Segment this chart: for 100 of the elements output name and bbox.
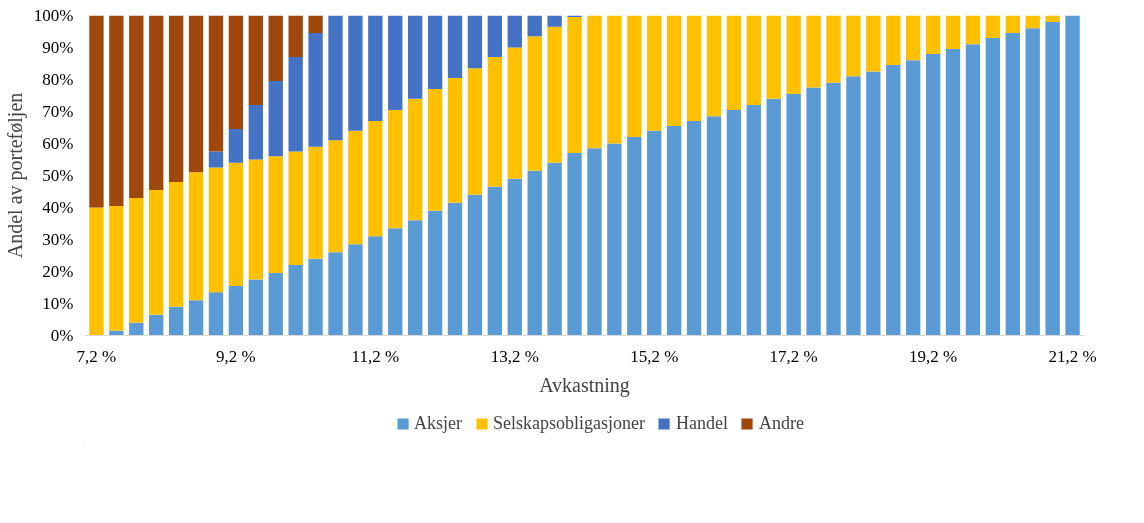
bar [467,194,483,336]
bar [726,15,742,110]
bar [248,159,263,280]
bar [248,15,263,106]
bar [89,207,104,336]
bar [925,15,941,54]
y-tick-label: 20% [42,262,74,281]
bar [866,71,881,336]
bar [447,202,463,336]
bar [447,15,463,78]
bar [1065,15,1080,336]
bar [1045,15,1060,22]
bar [268,156,283,274]
bar [647,15,662,131]
bar [726,109,742,336]
x-tick-label: 17,2 % [769,346,818,366]
bar [408,15,423,99]
x-tick-label: 21,2 % [1048,346,1097,366]
bar [129,322,144,336]
bar [208,292,224,336]
bar [766,15,781,99]
bar [348,15,363,131]
bar [666,125,682,336]
bar [208,167,224,293]
bar [89,15,104,208]
x-tick-label: 15,2 % [630,346,679,366]
bar [886,15,901,66]
bar [1045,21,1060,336]
bar [527,36,542,171]
bar [188,172,204,301]
bar [587,148,602,336]
bar [308,258,323,336]
bar [288,57,303,152]
bar [706,15,722,117]
bar [507,15,522,48]
y-tick-label: 10% [42,294,74,313]
bar [427,89,443,211]
bar [846,76,861,336]
bar [288,15,303,58]
bar [686,15,702,122]
bar [965,15,981,45]
bar [906,15,921,61]
bar [686,121,702,336]
y-axis-title: Andel av porteføljen [3,92,27,259]
bar [149,15,164,190]
bar [228,162,244,286]
bar [149,314,164,336]
bar [328,140,343,253]
bar [308,146,323,259]
bar [786,93,801,336]
y-tick-label: 90% [42,38,74,57]
bar [168,15,184,182]
bar [567,153,582,336]
bar [368,15,383,122]
bar [487,15,503,58]
x-axis-title: Avkastning [539,373,630,397]
bar [507,47,522,179]
bar [766,98,781,336]
bar [985,37,1001,336]
y-tick-label: 80% [42,70,74,89]
bar [268,15,283,82]
bar [408,220,423,336]
bar [368,121,383,237]
x-tick-label: 19,2 % [909,346,958,366]
y-tick-label: 40% [42,198,74,217]
x-tick-label: 7,2 % [76,346,117,366]
bar [467,68,483,195]
bar [168,181,184,307]
bar [607,143,622,336]
bar [188,300,204,336]
bar [547,26,562,163]
y-tick-label: 70% [42,102,74,121]
bar [308,15,323,34]
bar [806,87,821,336]
bar [208,15,224,152]
bar [1025,15,1040,29]
bar [806,15,821,88]
bar [129,15,144,198]
bar [487,57,503,187]
y-tick-label: 100% [33,6,74,25]
bar [945,15,961,50]
bar [348,130,363,245]
bar [1005,33,1020,336]
y-tick-label: 30% [42,230,74,249]
bar [149,189,164,315]
bar [507,178,522,336]
bar [328,252,343,336]
bar [786,15,801,94]
bar [288,265,303,336]
bar [886,65,901,336]
bar [1005,15,1020,34]
bar [746,105,761,336]
bar [188,15,204,173]
bar [627,137,642,336]
bar [408,98,423,221]
bar [109,15,124,206]
bar [427,210,443,336]
bar [168,306,184,336]
bar [467,15,483,69]
bar [129,197,144,323]
